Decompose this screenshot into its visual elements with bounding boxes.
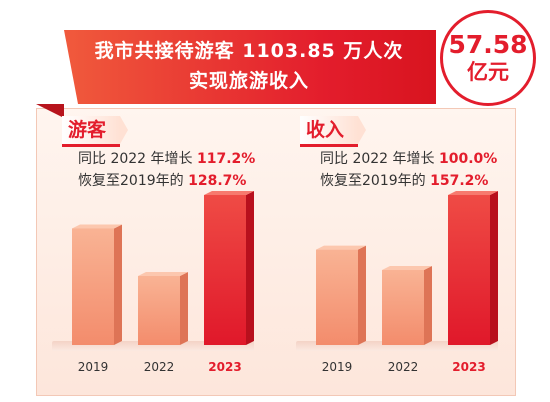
headline-line2: 实现旅游收入	[188, 70, 309, 92]
tick-label-2022: 2022	[388, 360, 419, 374]
visitors-stat-yoy: 同比 2022 年增长 117.2%	[78, 148, 255, 170]
revenue-stat-recovery-value: 157.2%	[430, 173, 489, 189]
headline: 我市共接待游客 1103.85 万人次 实现旅游收入	[70, 36, 428, 96]
banner-fold	[36, 104, 64, 118]
tick-label-2019: 2019	[78, 360, 109, 374]
badge-unit: 亿元	[467, 60, 509, 84]
tick-label-2023: 2023	[452, 360, 485, 374]
visitors-stat-recovery: 恢复至2019年的 128.7%	[78, 170, 246, 192]
headline-banner	[64, 30, 436, 104]
revenue-stat-yoy: 同比 2022 年增长 100.0%	[320, 148, 497, 170]
bar-2022	[382, 266, 432, 345]
section-title-revenue: 收入	[300, 116, 367, 147]
section-title-visitors: 游客	[62, 116, 129, 147]
visitors-stat-recovery-label: 恢复至2019年的	[78, 173, 189, 189]
bar-2023	[448, 191, 498, 345]
bar-2019	[316, 245, 366, 345]
visitors-stat-yoy-value: 117.2%	[196, 151, 256, 167]
bar-2022	[138, 272, 188, 345]
tick-label-2022: 2022	[144, 360, 175, 374]
badge-value: 57.58	[448, 30, 528, 59]
headline-line1: 我市共接待游客 1103.85 万人次	[94, 40, 404, 62]
bar-2023	[204, 191, 254, 345]
revenue-stat-yoy-label: 同比 2022 年增长	[320, 151, 439, 167]
tick-label-2019: 2019	[322, 360, 353, 374]
revenue-badge: 57.58 亿元	[440, 10, 536, 106]
tick-label-2023: 2023	[208, 360, 241, 374]
revenue-stat-recovery-label: 恢复至2019年的	[320, 173, 431, 189]
bar-2019	[72, 224, 122, 345]
visitors-stat-yoy-label: 同比 2022 年增长	[78, 151, 197, 167]
visitors-stat-recovery-value: 128.7%	[188, 173, 247, 189]
revenue-stat-recovery: 恢复至2019年的 157.2%	[320, 170, 488, 192]
revenue-stat-yoy-value: 100.0%	[438, 151, 498, 167]
